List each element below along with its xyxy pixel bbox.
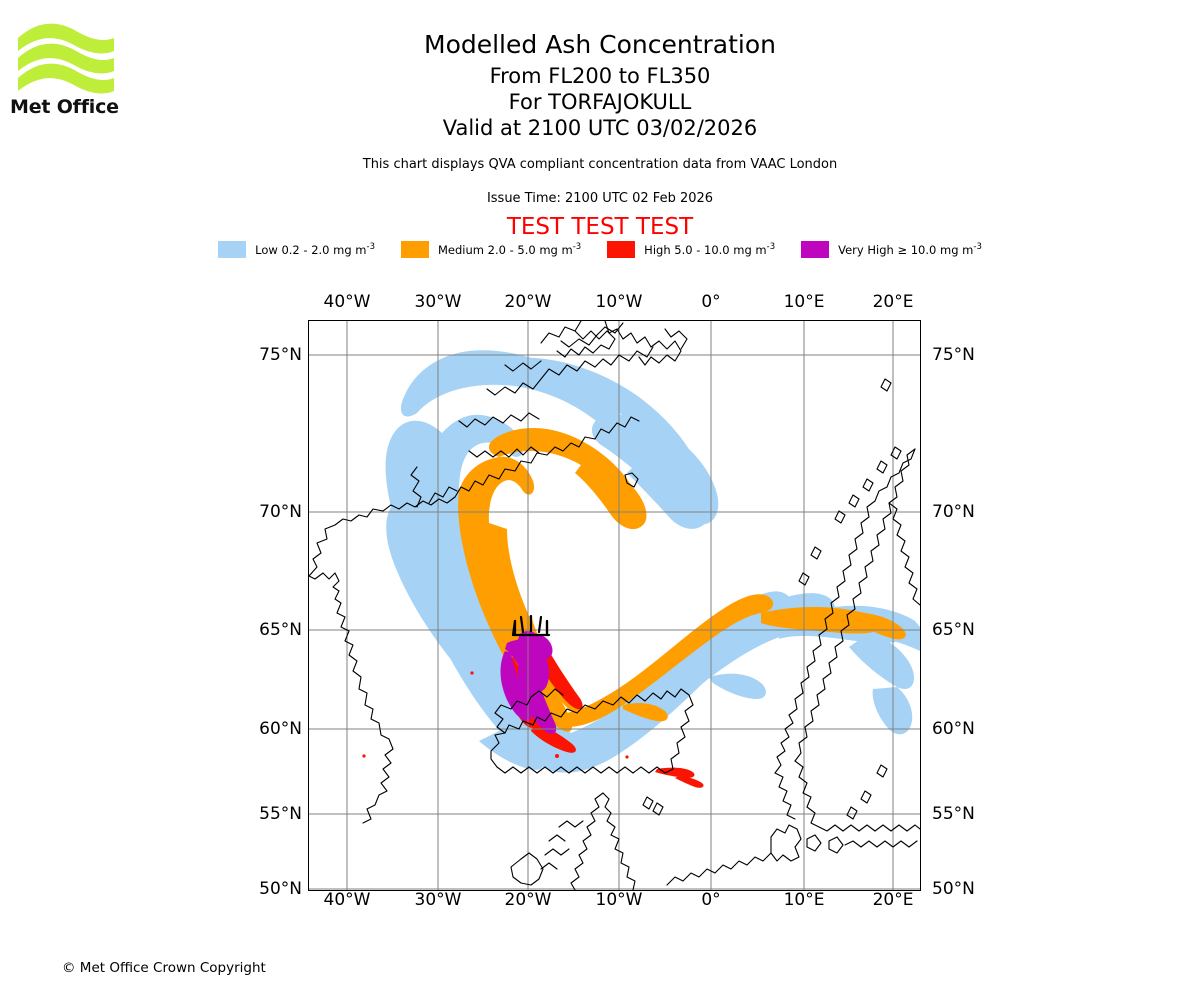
volcano-name-line: For TORFAJOKULL bbox=[508, 90, 692, 114]
lat-tick-right-3: 60°N bbox=[932, 719, 975, 739]
met-office-logo: Met Office bbox=[10, 18, 122, 118]
legend-label-medium: Medium 2.0 - 5.0 mg m-3 bbox=[437, 242, 582, 257]
lon-tick-bottom-4: 0° bbox=[701, 890, 721, 910]
lon-tick-top-1: 30°W bbox=[414, 292, 462, 312]
qva-note: This chart displays QVA compliant concen… bbox=[362, 157, 838, 172]
map-graticule bbox=[309, 321, 920, 890]
test-banner: TEST TEST TEST bbox=[506, 214, 694, 240]
coastlines bbox=[309, 321, 920, 890]
volcano-icon bbox=[511, 614, 551, 637]
copyright-notice: © Met Office Crown Copyright bbox=[62, 960, 266, 976]
brand-name: Met Office bbox=[10, 96, 119, 118]
valid-time-line: Valid at 2100 UTC 03/02/2026 bbox=[442, 116, 758, 140]
ash-plume-medium bbox=[458, 427, 906, 732]
lon-tick-top-0: 40°W bbox=[323, 292, 371, 312]
lon-tick-bottom-0: 40°W bbox=[323, 890, 371, 910]
flight-levels-line: From FL200 to FL350 bbox=[489, 64, 711, 88]
legend-swatch-medium bbox=[400, 241, 429, 258]
legend-entry-medium: Medium 2.0 - 5.0 mg m-3 bbox=[400, 241, 582, 258]
page-title: Modelled Ash Concentration bbox=[424, 30, 776, 59]
lon-tick-top-6: 20°E bbox=[872, 292, 914, 312]
lon-tick-bottom-3: 10°W bbox=[595, 890, 643, 910]
lat-tick-right-0: 75°N bbox=[932, 345, 975, 365]
lon-tick-top-2: 20°W bbox=[504, 292, 552, 312]
issue-time: Issue Time: 2100 UTC 02 Feb 2026 bbox=[486, 191, 714, 206]
lon-tick-top-3: 10°W bbox=[595, 292, 643, 312]
legend-label-very-high: Very High ≥ 10.0 mg m-3 bbox=[838, 242, 982, 257]
legend-swatch-very-high bbox=[801, 241, 830, 258]
ash-concentration-map[interactable] bbox=[308, 320, 921, 891]
lat-tick-left-5: 50°N bbox=[259, 879, 302, 899]
lat-tick-left-3: 60°N bbox=[259, 719, 302, 739]
lon-tick-top-5: 10°E bbox=[783, 292, 825, 312]
legend-label-low: Low 0.2 - 2.0 mg m-3 bbox=[255, 242, 375, 257]
legend-swatch-high bbox=[607, 241, 636, 258]
lon-tick-bottom-5: 10°E bbox=[783, 890, 825, 910]
lat-tick-right-2: 65°N bbox=[932, 620, 975, 640]
lon-tick-bottom-2: 20°W bbox=[504, 890, 552, 910]
lat-tick-right-4: 55°N bbox=[932, 804, 975, 824]
lat-tick-left-0: 75°N bbox=[259, 345, 302, 365]
lon-tick-bottom-6: 20°E bbox=[872, 890, 914, 910]
lon-tick-bottom-1: 30°W bbox=[414, 890, 462, 910]
legend-swatch-low bbox=[218, 241, 247, 258]
lat-tick-left-1: 70°N bbox=[259, 502, 302, 522]
lat-tick-right-5: 50°N bbox=[932, 879, 975, 899]
legend-entry-high: High 5.0 - 10.0 mg m-3 bbox=[607, 241, 775, 258]
wave-bands-icon bbox=[18, 23, 114, 94]
lon-tick-top-4: 0° bbox=[701, 292, 721, 312]
legend-entry-low: Low 0.2 - 2.0 mg m-3 bbox=[218, 241, 375, 258]
lat-tick-left-2: 65°N bbox=[259, 620, 302, 640]
lat-tick-left-4: 55°N bbox=[259, 804, 302, 824]
concentration-legend: Low 0.2 - 2.0 mg m-3 Medium 2.0 - 5.0 mg … bbox=[0, 241, 1200, 258]
legend-entry-very-high: Very High ≥ 10.0 mg m-3 bbox=[801, 241, 982, 258]
lat-tick-right-1: 70°N bbox=[932, 502, 975, 522]
legend-label-high: High 5.0 - 10.0 mg m-3 bbox=[644, 242, 776, 257]
